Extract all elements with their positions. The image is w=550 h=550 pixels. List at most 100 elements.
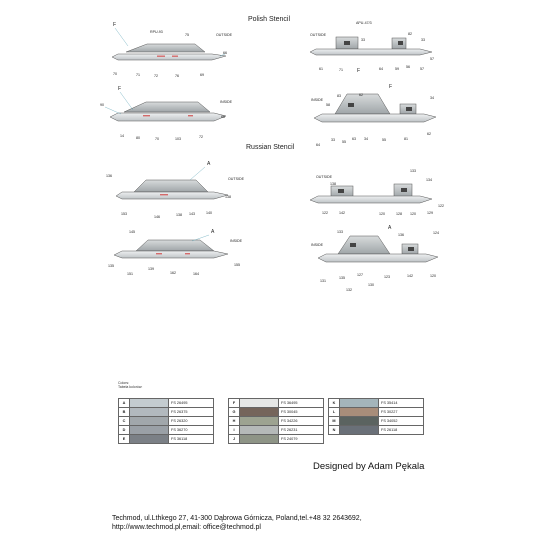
swatch-letter: C <box>118 416 130 426</box>
view-1-title: RPU-93 <box>150 30 163 34</box>
color-swatch <box>129 416 169 426</box>
color-swatch <box>339 407 379 417</box>
fs-code: FS 26375 <box>168 407 214 417</box>
view-3-ref: F <box>118 86 121 92</box>
fs-code: FS 34226 <box>278 416 324 426</box>
label: 58 <box>326 103 330 107</box>
color-swatch <box>339 398 379 408</box>
label: 66 <box>221 115 225 119</box>
view-8-side: INSIDE <box>311 243 324 247</box>
fs-code: FS 24079 <box>278 434 324 444</box>
color-swatch <box>129 407 169 417</box>
label: 70 <box>113 72 117 76</box>
view-5-side: OUTSIDE <box>228 177 245 181</box>
fs-code: FS 30227 <box>378 407 424 417</box>
russian-stencil-title: Russian Stencil <box>246 144 295 151</box>
label: 153 <box>121 212 127 216</box>
color-swatch <box>239 416 279 426</box>
label: 130 <box>368 283 374 287</box>
label: 122 <box>322 211 328 215</box>
color-swatch <box>339 425 379 435</box>
color-swatch <box>239 434 279 444</box>
fs-code: FS 36495 <box>278 398 324 408</box>
color-swatch <box>239 407 279 417</box>
fs-code: FS 26231 <box>278 425 324 435</box>
label: 56 <box>406 65 410 69</box>
pod-body <box>111 53 227 61</box>
label: 133 <box>410 169 416 173</box>
table-row: K FS 35414 <box>328 398 424 408</box>
view-1-side: OUTSIDE <box>216 33 233 37</box>
color-swatch <box>239 398 279 408</box>
russian-outside-view-5: A OUTSIDE 136 138 153 146 138 143 140 <box>106 161 245 219</box>
label: 143 <box>189 212 195 216</box>
legend-heading-line: Tabela kolorów: <box>118 385 143 389</box>
fs-code: FS 26495 <box>168 398 214 408</box>
label: 138 <box>176 213 182 217</box>
footer-line: http://www.techmod.pl,email: office@tech… <box>112 524 261 531</box>
label: 71 <box>339 68 343 72</box>
view-2-side: OUTSIDE <box>310 33 327 37</box>
label: 146 <box>154 215 160 219</box>
view-4-side: INSIDE <box>311 98 324 102</box>
label: 82 <box>408 32 412 36</box>
color-swatch <box>339 416 379 426</box>
label: F <box>357 68 360 74</box>
label: 59 <box>395 67 399 71</box>
label: 69 <box>200 73 204 77</box>
swatch-letter: B <box>118 407 130 417</box>
label: 127 <box>357 273 363 277</box>
label: 62 <box>359 93 363 97</box>
label: 122 <box>438 204 444 208</box>
table-row: N FS 26118 <box>328 425 424 435</box>
fs-code: FS 26118 <box>378 425 424 435</box>
label: 131 <box>320 279 326 283</box>
view-6-side: OUTSIDE <box>316 175 333 179</box>
label: 139 <box>148 267 154 271</box>
view-1-ref: F <box>113 22 116 28</box>
table-row: L FS 30227 <box>328 407 424 417</box>
label: 142 <box>407 274 413 278</box>
swatch-letter: M <box>328 416 340 426</box>
label: 138 <box>330 182 336 186</box>
pylon-shape <box>125 43 206 53</box>
label: 123 <box>384 275 390 279</box>
label: 14 <box>120 134 124 138</box>
fs-code: FS 36270 <box>168 425 214 435</box>
view-7-side: INSIDE <box>230 239 243 243</box>
label: 129 <box>427 211 433 215</box>
swatch-letter: K <box>328 398 340 408</box>
label: 71 <box>136 73 140 77</box>
marking-red <box>172 55 178 57</box>
view-5-ref: A <box>207 161 211 167</box>
color-swatch <box>129 434 169 444</box>
label: 90 <box>100 103 104 107</box>
label: 34 <box>364 137 368 141</box>
label: 120 <box>379 212 385 216</box>
label: 72 <box>199 135 203 139</box>
label: 134 <box>426 178 432 182</box>
label: 75 <box>185 33 189 37</box>
label: 136 <box>106 174 112 178</box>
polish-stencil-title: Polish Stencil <box>248 16 291 23</box>
label: 83 <box>337 94 341 98</box>
label: 136 <box>398 233 404 237</box>
label: 55 <box>342 140 346 144</box>
color-swatch <box>239 425 279 435</box>
legend-heading: Colors: Tabela kolorów: <box>118 381 142 389</box>
label: 128 <box>396 212 402 216</box>
label: 62 <box>427 132 431 136</box>
fs-code: FS 26320 <box>168 416 214 426</box>
label: 61 <box>319 67 323 71</box>
label: 132 <box>346 288 352 292</box>
designer-credit: Designed by Adam Pękala <box>313 461 425 472</box>
table-row: A FS 26495 <box>118 398 214 408</box>
polish-inside-view-4: INSIDE F 58 83 34 64 33 55 63 34 55 81 6… <box>311 84 437 147</box>
footer-line: Techmod, ul.Lthkego 27, 41-300 Dąbrowa G… <box>112 515 362 522</box>
view-8-ref: A <box>388 225 392 231</box>
color-swatch <box>129 398 169 408</box>
label: 33 <box>361 38 365 42</box>
table-row: C FS 26320 <box>118 416 214 426</box>
marking-red <box>157 55 165 57</box>
